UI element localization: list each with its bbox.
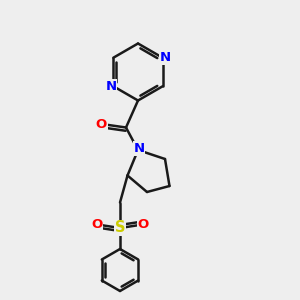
Text: O: O xyxy=(137,218,149,232)
Text: N: N xyxy=(160,51,171,64)
Text: O: O xyxy=(91,218,103,232)
Text: S: S xyxy=(115,220,125,236)
Text: N: N xyxy=(133,142,145,155)
Text: O: O xyxy=(96,118,107,131)
Text: N: N xyxy=(105,80,116,93)
